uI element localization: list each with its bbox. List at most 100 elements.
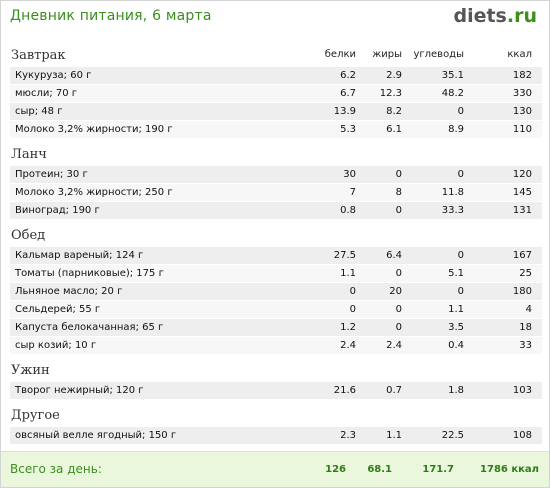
food-row[interactable]: Сельдерей; 55 г 0 0 1.1 4 (10, 301, 542, 319)
fat-value: 2.9 (386, 70, 402, 81)
column-header-kcal: ккал (507, 49, 532, 60)
fat-value: 0.7 (386, 385, 402, 396)
food-name: Томаты (парниковые); 175 г (15, 268, 164, 279)
logo-tld: .ru (506, 5, 537, 27)
protein-value: 0.8 (340, 205, 356, 216)
fat-value: 12.3 (379, 88, 402, 99)
meal-items: Творог нежирный; 120 г 21.6 0.7 1.8 103 (10, 382, 542, 400)
kcal-value: 330 (512, 88, 532, 99)
protein-value: 1.2 (340, 322, 356, 333)
kcal-value: 110 (512, 124, 532, 135)
kcal-value: 180 (512, 286, 532, 297)
fat-value: 8.2 (386, 106, 402, 117)
food-name: Молоко 3,2% жирности; 250 г (15, 187, 173, 198)
kcal-value: 182 (512, 70, 532, 81)
carbs-value: 11.8 (441, 187, 464, 198)
fat-value: 1.1 (386, 430, 402, 441)
total-kcal: 1786 ккал (480, 464, 539, 475)
food-row[interactable]: Молоко 3,2% жирности; 190 г 5.3 6.1 8.9 110 (10, 121, 542, 139)
carbs-value: 33.3 (441, 205, 464, 216)
food-row[interactable]: Льняное масло; 20 г 0 20 0 180 (10, 283, 542, 301)
kcal-value: 108 (512, 430, 532, 441)
food-row[interactable]: сыр козий; 10 г 2.4 2.4 0.4 33 (10, 337, 542, 355)
food-name: овсяный велле ягодный; 150 г (15, 430, 177, 441)
fat-value: 0 (395, 169, 402, 180)
fat-value: 0 (395, 268, 402, 279)
meal-name: Завтрак (11, 48, 66, 63)
carbs-value: 0 (457, 106, 464, 117)
kcal-value: 18 (519, 322, 532, 333)
carbs-value: 0.4 (448, 340, 464, 351)
protein-value: 2.4 (340, 340, 356, 351)
protein-value: 0 (349, 286, 356, 297)
food-name: Молоко 3,2% жирности; 190 г (15, 124, 173, 135)
protein-value: 6.7 (340, 88, 356, 99)
fat-value: 6.4 (386, 250, 402, 261)
carbs-value: 48.2 (441, 88, 464, 99)
kcal-value: 130 (512, 106, 532, 117)
kcal-value: 103 (512, 385, 532, 396)
fat-value: 0 (395, 205, 402, 216)
column-header-fat: жиры (372, 49, 402, 60)
meal-name: Другое (11, 408, 60, 423)
meal-section-header: Ланч (10, 145, 542, 166)
carbs-value: 1.8 (448, 385, 464, 396)
food-row[interactable]: Творог нежирный; 120 г 21.6 0.7 1.8 103 (10, 382, 542, 400)
protein-value: 1.1 (340, 268, 356, 279)
food-name: мюсли; 70 г (15, 88, 78, 99)
column-header-protein: белки (324, 49, 356, 60)
kcal-value: 4 (525, 304, 532, 315)
total-label: Всего за день: (10, 462, 102, 476)
total-fat: 68.1 (367, 464, 392, 475)
protein-value: 13.9 (333, 106, 356, 117)
food-name: сыр козий; 10 г (15, 340, 97, 351)
carbs-value: 5.1 (448, 268, 464, 279)
protein-value: 30 (343, 169, 356, 180)
food-row[interactable]: овсяный велле ягодный; 150 г 2.3 1.1 22.5 10… (10, 427, 542, 445)
food-row[interactable]: сыр; 48 г 13.9 8.2 0 130 (10, 103, 542, 121)
food-row[interactable]: мюсли; 70 г 6.7 12.3 48.2 330 (10, 85, 542, 103)
logo-main: diets (453, 5, 507, 27)
protein-value: 5.3 (340, 124, 356, 135)
meal-section-header: Ужин (10, 361, 542, 382)
page-title: Дневник питания, 6 марта (10, 8, 212, 24)
food-row[interactable]: Протеин; 30 г 30 0 0 120 (10, 166, 542, 184)
food-row[interactable]: Кукуруза; 60 г 6.2 2.9 35.1 182 (10, 67, 542, 85)
total-protein: 126 (325, 464, 346, 475)
food-name: Сельдерей; 55 г (15, 304, 101, 315)
meal-items: Протеин; 30 г 30 0 0 120 Молоко 3,2% жирности… (10, 166, 542, 220)
fat-value: 8 (395, 187, 402, 198)
protein-value: 0 (349, 304, 356, 315)
food-name: Капуста белокачанная; 65 г (15, 322, 164, 333)
fat-value: 20 (389, 286, 402, 297)
header: Дневник питания, 6 марта diets.ru (1, 1, 549, 35)
daily-total-bar: Всего за день: 126 68.1 171.7 1786 ккал (1, 451, 549, 487)
protein-value: 6.2 (340, 70, 356, 81)
food-name: Протеин; 30 г (15, 169, 88, 180)
total-carbs: 171.7 (422, 464, 454, 475)
food-row[interactable]: Молоко 3,2% жирности; 250 г 7 8 11.8 145 (10, 184, 542, 202)
site-logo[interactable]: diets.ru (453, 5, 537, 27)
food-row[interactable]: Кальмар вареный; 124 г 27.5 6.4 0 167 (10, 247, 542, 265)
food-name: Виноград; 190 г (15, 205, 100, 216)
meal-name: Ужин (11, 363, 50, 378)
fat-value: 2.4 (386, 340, 402, 351)
food-row[interactable]: Виноград; 190 г 0.8 0 33.3 131 (10, 202, 542, 220)
kcal-value: 145 (512, 187, 532, 198)
protein-value: 21.6 (333, 385, 356, 396)
carbs-value: 1.1 (448, 304, 464, 315)
food-row[interactable]: Капуста белокачанная; 65 г 1.2 0 3.5 18 (10, 319, 542, 337)
kcal-value: 25 (519, 268, 532, 279)
meal-name: Ланч (11, 147, 47, 162)
kcal-value: 120 (512, 169, 532, 180)
food-name: сыр; 48 г (15, 106, 63, 117)
fat-value: 6.1 (386, 124, 402, 135)
meal-section-header: Другое (10, 406, 542, 427)
meal-items: Кальмар вареный; 124 г 27.5 6.4 0 167 Томаты … (10, 247, 542, 355)
kcal-value: 33 (519, 340, 532, 351)
meal-section-header: Обед (10, 226, 542, 247)
food-row[interactable]: Томаты (парниковые); 175 г 1.1 0 5.1 25 (10, 265, 542, 283)
protein-value: 2.3 (340, 430, 356, 441)
carbs-value: 8.9 (448, 124, 464, 135)
